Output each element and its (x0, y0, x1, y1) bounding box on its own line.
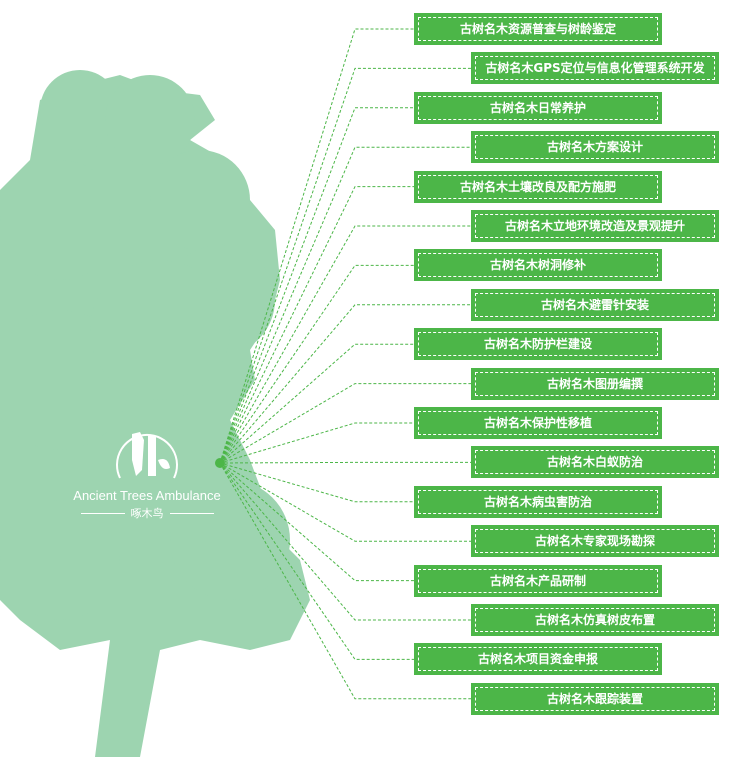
service-label: 古树名木资源普查与树龄鉴定 (459, 22, 616, 36)
logo-english-name: Ancient Trees Ambulance (73, 488, 221, 503)
connector-line (219, 462, 471, 542)
service-box: 古树名木立地环境改造及景观提升 (471, 210, 719, 242)
service-label: 古树名木白蚁防治 (546, 455, 643, 470)
service-label: 古树名木避雷针安装 (540, 297, 649, 312)
service-box: 古树名木仿真树皮布置 (471, 604, 719, 636)
service-label: 古树名木GPS定位与信息化管理系统开发 (485, 61, 705, 76)
connector-line (219, 422, 414, 464)
service-label: 古树名木病虫害防治 (483, 494, 592, 509)
connector-line (219, 264, 414, 464)
service-box: 古树名木防护栏建设 (414, 328, 662, 361)
service-box: 古树名木病虫害防治 (414, 485, 662, 518)
service-box: 古树名木跟踪装置 (471, 682, 719, 715)
connector-line (219, 28, 414, 464)
connector-line (219, 304, 471, 464)
woodpecker-logo-icon (116, 432, 178, 479)
connector-line (219, 462, 414, 582)
service-label: 古树名木树洞修补 (489, 258, 586, 273)
service-box: 古树名木专家现场勘探 (471, 525, 719, 558)
service-box: 古树名木项目资金申报 (414, 643, 662, 676)
service-label: 古树名木保护性移植 (483, 416, 592, 430)
service-box: 古树名木保护性移植 (414, 407, 662, 439)
service-label: 古树名木专家现场勘探 (534, 534, 655, 549)
service-box: 古树名木图册编撰 (471, 367, 719, 400)
service-label: 古树名木方案设计 (546, 140, 643, 155)
service-box: 古树名木白蚁防治 (471, 446, 719, 479)
service-label: 古树名木日常养护 (489, 100, 586, 115)
connector-line (219, 461, 471, 464)
connector-line (219, 107, 414, 464)
service-label: 古树名木仿真树皮布置 (534, 613, 655, 627)
connector-line (219, 225, 471, 464)
service-box: 古树名木土壤改良及配方施肥 (414, 170, 662, 203)
connector-line (219, 462, 414, 503)
service-box: 古树名木日常养护 (414, 91, 662, 124)
connector-line (219, 462, 471, 621)
service-box: 古树名木树洞修补 (414, 249, 662, 282)
service-label: 古树名木土壤改良及配方施肥 (459, 179, 616, 194)
connector-line (219, 462, 471, 700)
service-label: 古树名木立地环境改造及景观提升 (504, 219, 685, 233)
connector-line (219, 383, 471, 464)
origin-dot (215, 458, 225, 468)
service-box: 古树名木方案设计 (471, 131, 719, 164)
service-box: 古树名木GPS定位与信息化管理系统开发 (471, 52, 719, 85)
connector-line (219, 67, 471, 464)
service-box: 古树名木产品研制 (414, 564, 662, 597)
service-label: 古树名木产品研制 (489, 573, 586, 588)
service-box: 古树名木资源普查与树龄鉴定 (414, 13, 662, 45)
logo-chinese-name: 啄木鸟 (130, 507, 164, 520)
connector-line (219, 186, 414, 464)
service-label: 古树名木跟踪装置 (546, 691, 643, 706)
connector-line (219, 462, 414, 660)
service-box: 古树名木避雷针安装 (471, 288, 719, 321)
service-label: 古树名木图册编撰 (546, 376, 643, 391)
logo: Ancient Trees Ambulance 啄木鸟 (62, 420, 232, 521)
service-label: 古树名木项目资金申报 (477, 652, 598, 667)
service-label: 古树名木防护栏建设 (483, 337, 592, 352)
connector-line (219, 146, 471, 464)
